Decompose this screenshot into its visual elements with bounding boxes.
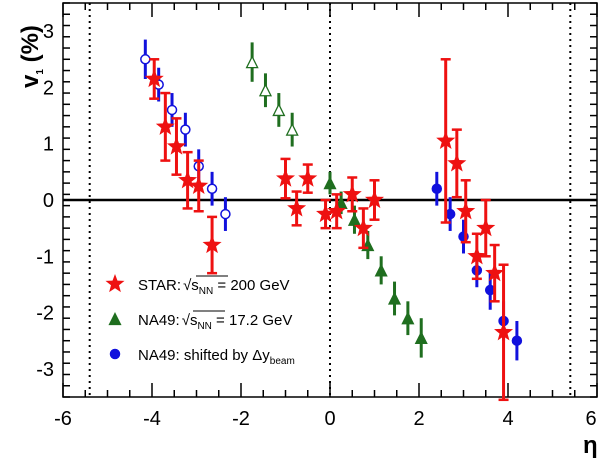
- star-point-14: [436, 130, 456, 149]
- shifted-point-0: [140, 54, 151, 65]
- star-point-19: [485, 263, 505, 282]
- shifted-point-3: [180, 124, 191, 135]
- na49-point-9: [387, 291, 402, 305]
- shifted-point-2: [166, 104, 178, 116]
- star-point-20: [494, 322, 514, 341]
- na49-point-11: [414, 330, 428, 345]
- star-point-16: [456, 201, 476, 220]
- x-tick-label: 4: [502, 408, 513, 430]
- x-tick-label: 6: [585, 408, 596, 430]
- na49-point-8: [374, 263, 388, 277]
- y-tick-label: 3: [43, 21, 54, 43]
- shifted-point-7: [431, 183, 443, 194]
- star-point-2: [166, 136, 186, 155]
- legend-entry-star: STAR: √sNN = 200 GeV: [105, 274, 290, 297]
- star-point-5: [202, 235, 222, 254]
- na49-point-0: [245, 55, 259, 69]
- star-point-18: [476, 218, 496, 237]
- shifted-point-5: [206, 183, 218, 194]
- star-point-7: [287, 198, 307, 217]
- star-point-3: [178, 170, 198, 189]
- x-tick-label: 0: [324, 408, 335, 430]
- y-axis-label: v1 (%): [17, 25, 46, 88]
- legend-label-shifted: NA49: shifted by Δybeam: [138, 347, 295, 367]
- star-point-11: [342, 184, 362, 203]
- star-point-12: [353, 218, 373, 237]
- na49-point-1: [258, 83, 273, 97]
- x-tick-label: -2: [232, 408, 250, 430]
- legend-marker-na49: [108, 312, 122, 326]
- x-tick-label: -6: [54, 408, 72, 430]
- star-point-17: [467, 246, 487, 265]
- na49-point-10: [401, 311, 415, 325]
- legend-entry-shifted: NA49: shifted by Δybeam: [109, 347, 295, 367]
- y-tick-label: 0: [43, 190, 54, 212]
- shifted-point-6: [220, 208, 231, 220]
- axis-ticks: -6 -4 -2 0 2 4 6 -3 -2 -1 0 1 2 3: [36, 2, 598, 430]
- y-tick-label: -2: [36, 303, 54, 325]
- series-star: [144, 58, 514, 402]
- star-point-4: [189, 175, 209, 195]
- legend-entry-na49: NA49: √sNN = 17.2 GeV: [108, 310, 292, 332]
- y-tick-label: 1: [43, 134, 54, 156]
- data-points: [140, 39, 523, 402]
- y-tick-label: 2: [43, 77, 54, 99]
- legend: STAR: √sNN = 200 GeV NA49: √sNN = 17.2 GeV N…: [105, 274, 295, 367]
- shifted-point-13: [511, 335, 523, 346]
- na49-point-2: [272, 102, 286, 117]
- star-point-1: [155, 116, 175, 135]
- star-point-15: [447, 153, 467, 172]
- x-tick-label: 2: [413, 408, 424, 430]
- star-point-13: [364, 190, 385, 209]
- legend-marker-star: [105, 274, 125, 293]
- na49-point-3: [285, 122, 299, 136]
- star-point-9: [316, 204, 336, 223]
- star-point-6: [275, 168, 296, 187]
- star-point-8: [298, 168, 318, 187]
- x-axis-label: η: [583, 432, 598, 459]
- x-tick-label: -4: [143, 408, 161, 430]
- star-point-0: [144, 68, 164, 88]
- star-point-10: [327, 201, 347, 220]
- y-tick-label: -3: [36, 359, 54, 381]
- legend-label-star: STAR: √sNN = 200 GeV: [138, 277, 290, 297]
- na49-point-6: [347, 212, 362, 226]
- legend-label-na49: NA49: √sNN = 17.2 GeV: [138, 312, 292, 332]
- na49-point-4: [323, 176, 337, 190]
- legend-marker-shifted: [109, 348, 121, 360]
- y-tick-label: -1: [36, 246, 54, 268]
